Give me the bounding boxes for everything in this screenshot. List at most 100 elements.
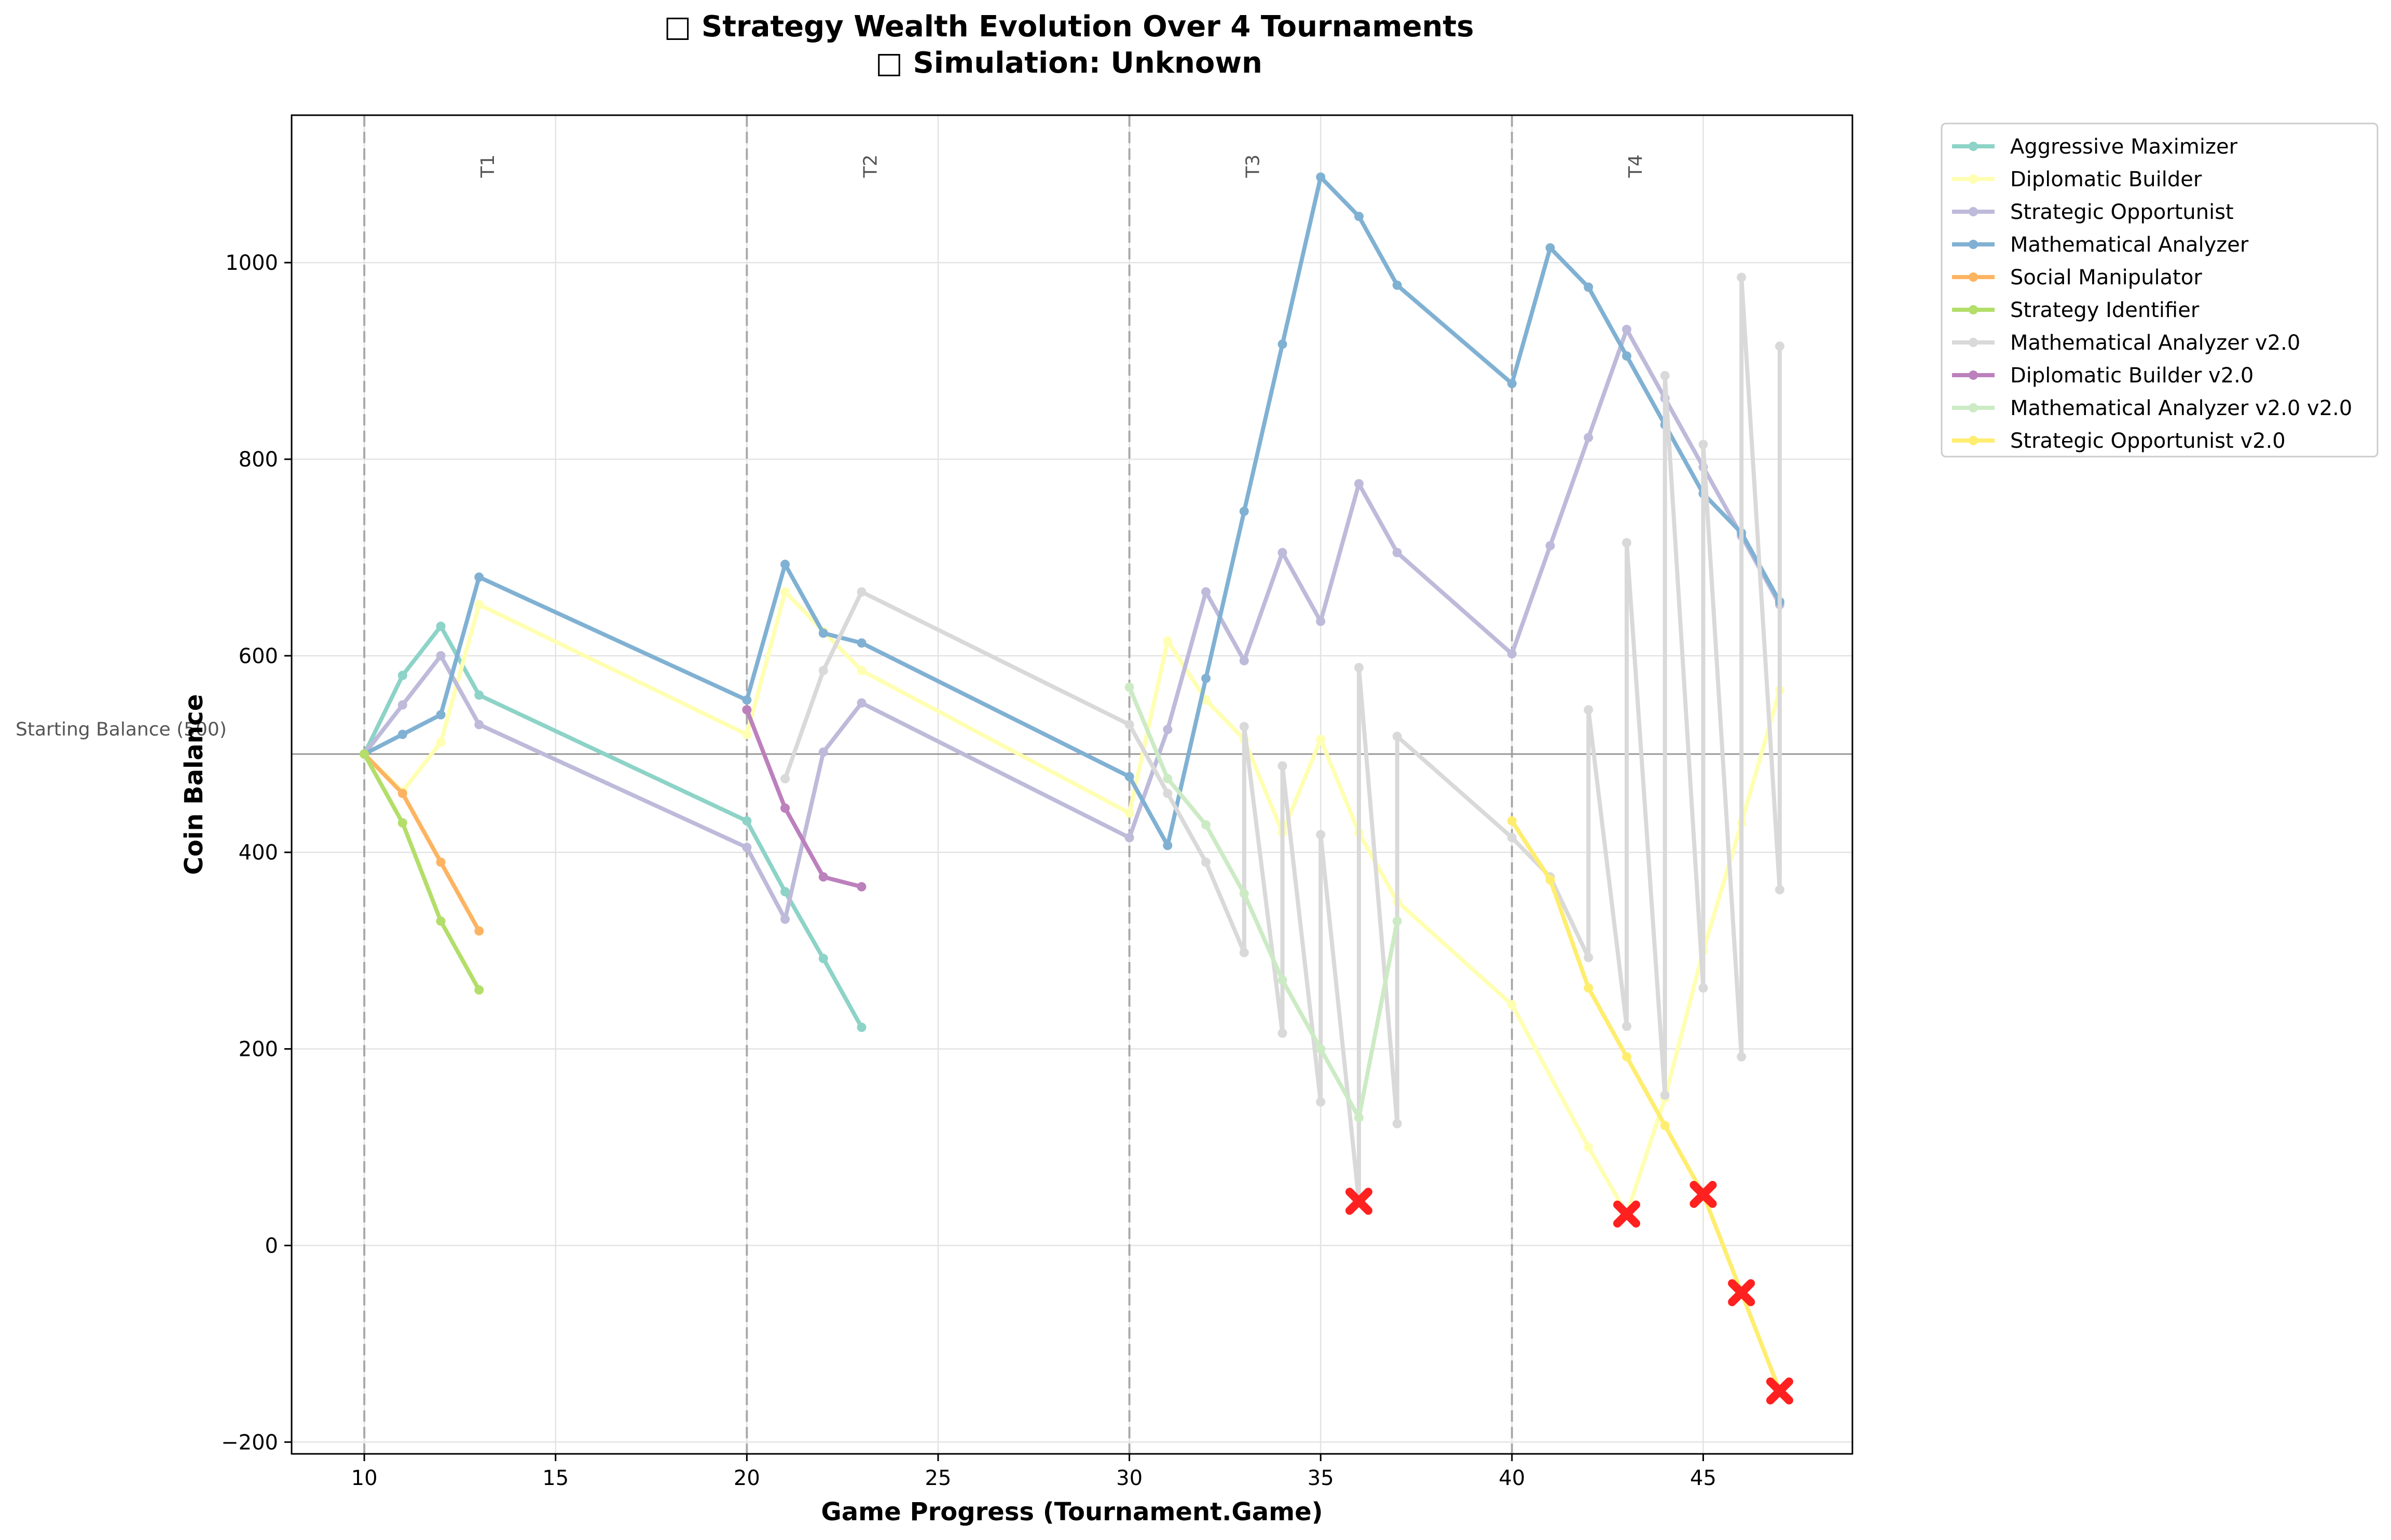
x-tick-label: 25 bbox=[925, 1466, 952, 1490]
bankrupt-marker bbox=[1613, 1200, 1641, 1228]
data-point bbox=[1277, 339, 1287, 349]
y-tick-label: 1000 bbox=[225, 251, 278, 275]
y-tick-label: 600 bbox=[239, 644, 278, 668]
chart-title-line1: □ Strategy Wealth Evolution Over 4 Tourn… bbox=[664, 10, 1474, 44]
data-point bbox=[1316, 734, 1326, 744]
legend-swatch-marker bbox=[1969, 240, 1978, 249]
data-point bbox=[1316, 172, 1326, 182]
legend-label: Strategic Opportunist bbox=[2010, 200, 2234, 224]
series-line bbox=[1127, 685, 1399, 1120]
data-point bbox=[1507, 379, 1517, 389]
data-point bbox=[1660, 370, 1670, 380]
series-line bbox=[362, 624, 864, 1029]
data-point bbox=[1124, 720, 1134, 730]
data-point bbox=[818, 628, 828, 638]
tick-layer: 10 15 20 25 30 35 40 45 −200 0 200 400 600 800 1000 bbox=[221, 251, 1716, 1490]
data-point bbox=[474, 926, 484, 936]
data-point bbox=[1392, 732, 1402, 741]
data-point bbox=[818, 954, 828, 964]
legend-label: Strategic Opportunist v2.0 bbox=[2010, 429, 2286, 453]
data-point bbox=[780, 774, 790, 783]
x-axis-label: Game Progress (Tournament.Game) bbox=[821, 1497, 1323, 1527]
data-point bbox=[1354, 663, 1364, 672]
starting-balance-label: Starting Balance (500) bbox=[16, 719, 227, 740]
data-point bbox=[780, 803, 790, 813]
data-point bbox=[857, 882, 867, 892]
data-point bbox=[474, 720, 484, 730]
data-point bbox=[1201, 857, 1211, 867]
data-point bbox=[1584, 433, 1593, 443]
y-tick-label: 800 bbox=[239, 448, 278, 472]
bankrupt-marker bbox=[1766, 1377, 1793, 1405]
data-point bbox=[436, 916, 446, 926]
data-point bbox=[1239, 947, 1249, 957]
data-point bbox=[474, 690, 484, 700]
data-point bbox=[1392, 916, 1402, 926]
data-point bbox=[1239, 506, 1249, 516]
legend-swatch-marker bbox=[1969, 403, 1978, 412]
y-tick-label: −200 bbox=[221, 1431, 278, 1454]
legend-label: Strategy Identifier bbox=[2010, 298, 2200, 322]
data-point bbox=[1392, 1119, 1402, 1129]
data-point bbox=[1239, 722, 1249, 732]
legend-swatch-marker bbox=[1969, 370, 1978, 380]
x-tick-label: 10 bbox=[351, 1466, 378, 1490]
legend-label: Mathematical Analyzer bbox=[2010, 233, 2249, 257]
data-point bbox=[1239, 889, 1249, 899]
bankrupt-marker bbox=[1728, 1279, 1755, 1307]
legend-label: Mathematical Analyzer v2.0 v2.0 bbox=[2010, 396, 2352, 420]
series-line bbox=[745, 708, 864, 889]
legend-label: Diplomatic Builder bbox=[2010, 168, 2202, 191]
data-point bbox=[780, 587, 790, 597]
data-point bbox=[1622, 1052, 1632, 1062]
data-point bbox=[360, 749, 369, 759]
reference-layer: Starting Balance (500) T1 T2 T3 T4 bbox=[16, 115, 1852, 1454]
data-point bbox=[742, 843, 752, 852]
data-point bbox=[1124, 772, 1134, 781]
data-point bbox=[1163, 774, 1173, 783]
series-layer bbox=[360, 172, 1784, 1396]
data-point bbox=[857, 638, 867, 648]
legend-label: Diplomatic Builder v2.0 bbox=[2010, 364, 2253, 388]
data-point bbox=[742, 695, 752, 705]
data-point bbox=[1201, 587, 1211, 597]
data-point bbox=[1316, 616, 1326, 626]
data-point bbox=[1737, 1052, 1747, 1062]
data-point bbox=[1737, 272, 1747, 282]
data-point bbox=[1507, 816, 1517, 826]
x-tick-label: 15 bbox=[542, 1466, 569, 1490]
data-point bbox=[397, 700, 407, 710]
data-point bbox=[1316, 1097, 1326, 1107]
data-point bbox=[1163, 841, 1173, 850]
y-tick-label: 200 bbox=[239, 1038, 278, 1062]
legend-swatch-marker bbox=[1969, 272, 1978, 282]
data-point bbox=[1124, 682, 1134, 692]
x-tick-label: 20 bbox=[734, 1466, 760, 1490]
data-point bbox=[397, 789, 407, 799]
data-point bbox=[1354, 212, 1364, 222]
tournament-label: T4 bbox=[1625, 155, 1646, 178]
data-point bbox=[1239, 656, 1249, 666]
series-line bbox=[1509, 819, 1782, 1393]
data-point bbox=[1124, 833, 1134, 843]
x-tick-label: 35 bbox=[1308, 1466, 1334, 1490]
data-point bbox=[857, 666, 867, 676]
series-line bbox=[362, 752, 482, 992]
data-point bbox=[397, 818, 407, 828]
data-point bbox=[1584, 705, 1593, 715]
data-point bbox=[436, 622, 446, 631]
tournament-label: T2 bbox=[860, 155, 881, 178]
data-point bbox=[474, 572, 484, 582]
data-point bbox=[742, 816, 752, 826]
data-point bbox=[1163, 724, 1173, 734]
data-point bbox=[1277, 975, 1287, 985]
data-point bbox=[1277, 547, 1287, 557]
plot-frame bbox=[291, 114, 1853, 1455]
data-point bbox=[818, 666, 828, 676]
legend-swatch-marker bbox=[1969, 338, 1978, 347]
legend-label: Mathematical Analyzer v2.0 bbox=[2010, 331, 2300, 355]
data-point bbox=[1775, 341, 1784, 351]
data-point bbox=[436, 651, 446, 661]
data-point bbox=[1775, 885, 1784, 895]
